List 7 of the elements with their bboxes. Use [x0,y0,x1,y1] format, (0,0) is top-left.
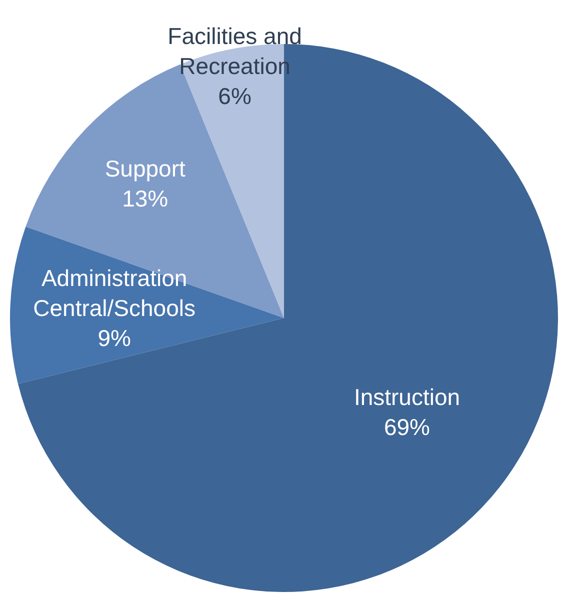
data-label: 9% [98,324,131,351]
data-label: 13% [122,186,168,212]
slice-label: Instruction [354,384,460,410]
slice-label: Support [104,156,186,182]
slice-label: Administration Central/Schools [33,264,196,321]
data-label: 6% [218,83,252,110]
data-label: 69% [384,414,430,440]
